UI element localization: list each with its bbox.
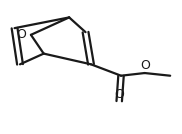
Text: O: O (140, 59, 150, 72)
Text: O: O (114, 88, 124, 101)
Text: O: O (16, 28, 26, 41)
